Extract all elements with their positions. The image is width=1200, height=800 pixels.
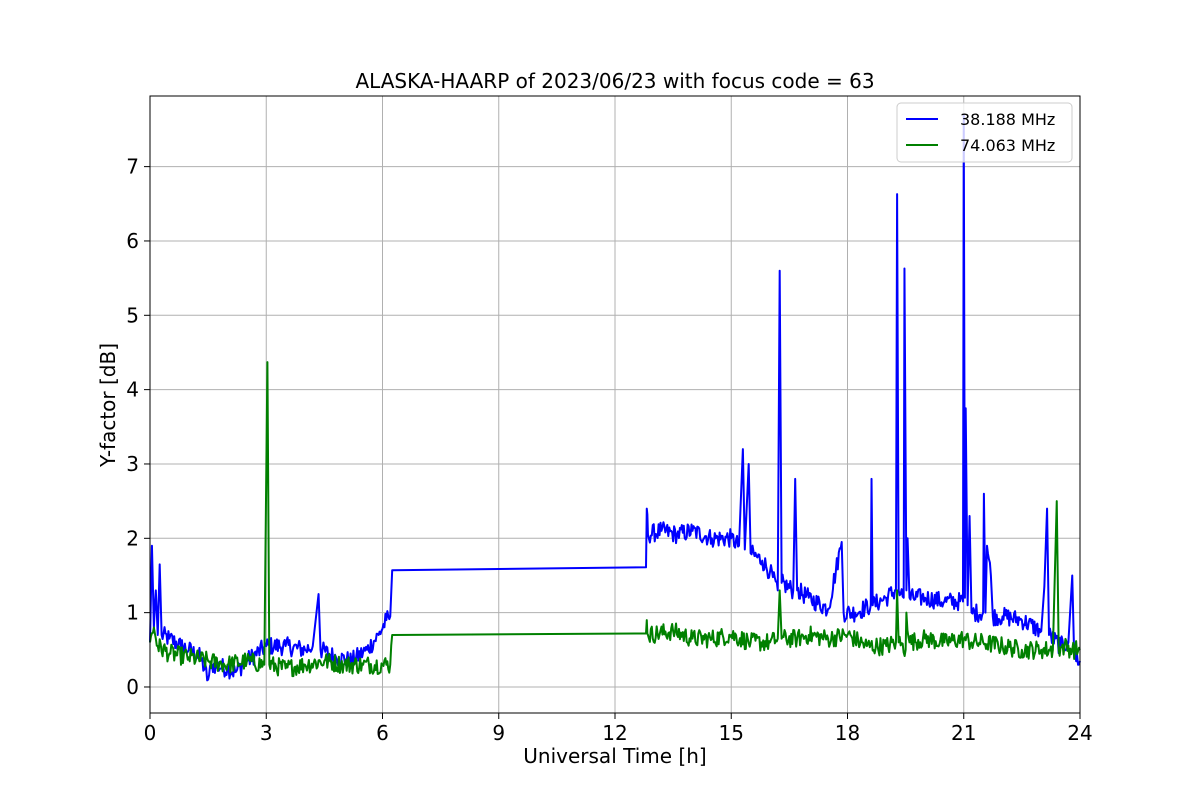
- legend-label-74mhz: 74.063 MHz: [960, 136, 1055, 155]
- series-line-0: [149, 113, 1081, 682]
- y-tick-label: 4: [126, 378, 139, 402]
- series-line-1: [149, 361, 1081, 678]
- x-tick-label: 3: [260, 721, 273, 745]
- x-tick-label: 6: [376, 721, 389, 745]
- y-tick-label: 7: [126, 155, 139, 179]
- x-tick-label: 12: [602, 721, 627, 745]
- y-tick-label: 3: [126, 452, 139, 476]
- legend-label-38mhz: 38.188 MHz: [960, 110, 1055, 129]
- y-axis-label: Y-factor [dB]: [96, 343, 120, 468]
- y-tick-label: 6: [126, 229, 139, 253]
- series-layer: [149, 113, 1081, 682]
- y-tick-label: 2: [126, 526, 139, 550]
- y-tick-label: 5: [126, 303, 139, 327]
- legend-box: [896, 102, 1073, 163]
- x-tick-label: 24: [1067, 721, 1092, 745]
- y-tick-label: 1: [126, 601, 139, 625]
- x-tick-label: 0: [144, 721, 157, 745]
- chart-title: ALASKA-HAARP of 2023/06/23 with focus co…: [355, 69, 874, 93]
- x-tick-label: 21: [951, 721, 976, 745]
- x-tick-label: 15: [719, 721, 744, 745]
- legend: 38.188 MHz 74.063 MHz: [896, 102, 1073, 163]
- x-axis-label: Universal Time [h]: [523, 744, 706, 768]
- x-tick-label: 9: [492, 721, 505, 745]
- y-tick-label: 0: [126, 675, 139, 699]
- x-tick-label: 18: [835, 721, 860, 745]
